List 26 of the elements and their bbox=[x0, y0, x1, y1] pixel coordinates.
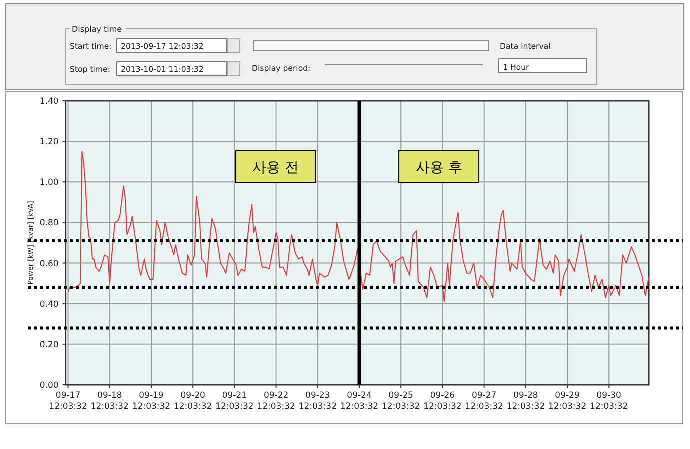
x-tick-label: 09-19 12:03:32 bbox=[132, 391, 171, 412]
x-tick-label: 09-18 12:03:32 bbox=[90, 391, 129, 412]
y-tick-label: 1.20 bbox=[40, 138, 59, 148]
annotation: 사용 후 bbox=[416, 160, 462, 176]
y-tick-label: 1.40 bbox=[40, 97, 59, 107]
x-tick-label: 09-22 12:03:32 bbox=[257, 391, 296, 412]
x-tick-label: 09-23 12:03:32 bbox=[298, 391, 337, 412]
text: Display time bbox=[72, 25, 122, 34]
y-tick-label: 0.20 bbox=[40, 340, 59, 350]
y-tick-label: 1.00 bbox=[40, 178, 59, 188]
x-tick-label: 09-29 12:03:32 bbox=[548, 391, 587, 412]
x-tick-label: 09-17 12:03:32 bbox=[49, 391, 88, 412]
y-tick-label: 0.80 bbox=[40, 218, 59, 229]
x-tick-label: 09-30 12:03:32 bbox=[590, 391, 628, 412]
y-tick-label: 0.60 bbox=[40, 259, 59, 270]
x-tick-label: 09-20 12:03:32 bbox=[174, 391, 212, 412]
x-tick-label: 09-27 12:03:32 bbox=[465, 391, 504, 412]
x-tick-label: 09-28 12:03:32 bbox=[506, 391, 546, 412]
x-tick-label: 09-21 12:03:32 bbox=[216, 391, 254, 412]
annotation: 사용 전 bbox=[252, 160, 299, 176]
y-tick-label: 0.00 bbox=[40, 381, 59, 391]
x-tick-label: 09-24 12:03:32 bbox=[340, 391, 379, 412]
y-tick-label: 0.40 bbox=[40, 300, 59, 310]
line-series bbox=[68, 151, 650, 302]
x-tick-label: 09-25 12:03:32 bbox=[382, 391, 420, 412]
x-tick-label: 09-26 12:03:32 bbox=[424, 391, 462, 412]
